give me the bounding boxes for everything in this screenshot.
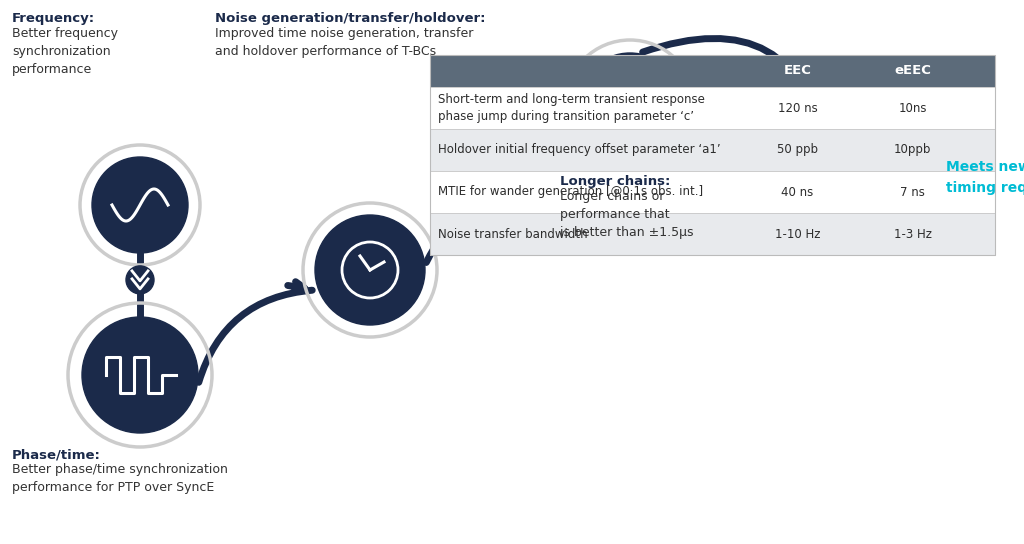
Circle shape: [827, 122, 933, 228]
Text: 10ns: 10ns: [898, 102, 927, 114]
Text: Noise transfer bandwidth: Noise transfer bandwidth: [438, 227, 588, 240]
Text: Phase/time:: Phase/time:: [12, 448, 101, 461]
FancyBboxPatch shape: [430, 87, 995, 129]
Circle shape: [514, 203, 540, 230]
Text: 1-10 Hz: 1-10 Hz: [775, 227, 820, 240]
Text: 1-3 Hz: 1-3 Hz: [894, 227, 932, 240]
Text: Frequency:: Frequency:: [12, 12, 95, 25]
Text: 7 ns: 7 ns: [900, 186, 925, 199]
Text: Better phase/time synchronization
performance for PTP over SyncE: Better phase/time synchronization perfor…: [12, 463, 228, 494]
FancyArrowPatch shape: [288, 282, 304, 292]
FancyArrowPatch shape: [426, 171, 607, 263]
FancyBboxPatch shape: [430, 129, 995, 171]
Text: 10ppb: 10ppb: [894, 144, 931, 157]
Text: 40 ns: 40 ns: [781, 186, 814, 199]
Text: Noise generation/transfer/holdover:: Noise generation/transfer/holdover:: [215, 12, 485, 25]
Text: EEC: EEC: [783, 65, 811, 77]
Text: Meets new 5G
timing requirements: Meets new 5G timing requirements: [946, 160, 1024, 195]
Text: Improved time noise generation, transfer
and holdover performance of T-BCs: Improved time noise generation, transfer…: [215, 27, 473, 58]
Circle shape: [92, 157, 188, 253]
Text: Short-term and long-term transient response
phase jump during transition paramet: Short-term and long-term transient respo…: [438, 93, 705, 123]
Circle shape: [315, 215, 425, 325]
FancyBboxPatch shape: [430, 55, 995, 87]
Text: Longer chains:: Longer chains:: [560, 175, 671, 188]
FancyBboxPatch shape: [430, 171, 995, 213]
Text: Holdover initial frequency offset parameter ‘a1’: Holdover initial frequency offset parame…: [438, 144, 721, 157]
Text: 120 ns: 120 ns: [777, 102, 817, 114]
Text: Longer chains or
performance that
is better than ±1.5μs: Longer chains or performance that is bet…: [560, 190, 693, 239]
Text: Better frequency
synchronization
performance: Better frequency synchronization perform…: [12, 27, 118, 76]
FancyArrowPatch shape: [643, 39, 829, 154]
Text: eEEC: eEEC: [894, 65, 931, 77]
Text: 50 ppb: 50 ppb: [777, 144, 818, 157]
FancyBboxPatch shape: [430, 213, 995, 255]
Circle shape: [126, 266, 154, 294]
Circle shape: [82, 317, 198, 433]
Text: MTIE for wander generation [@0.1s obs. int.]: MTIE for wander generation [@0.1s obs. i…: [438, 186, 703, 199]
FancyArrowPatch shape: [199, 290, 312, 382]
Circle shape: [578, 53, 682, 157]
